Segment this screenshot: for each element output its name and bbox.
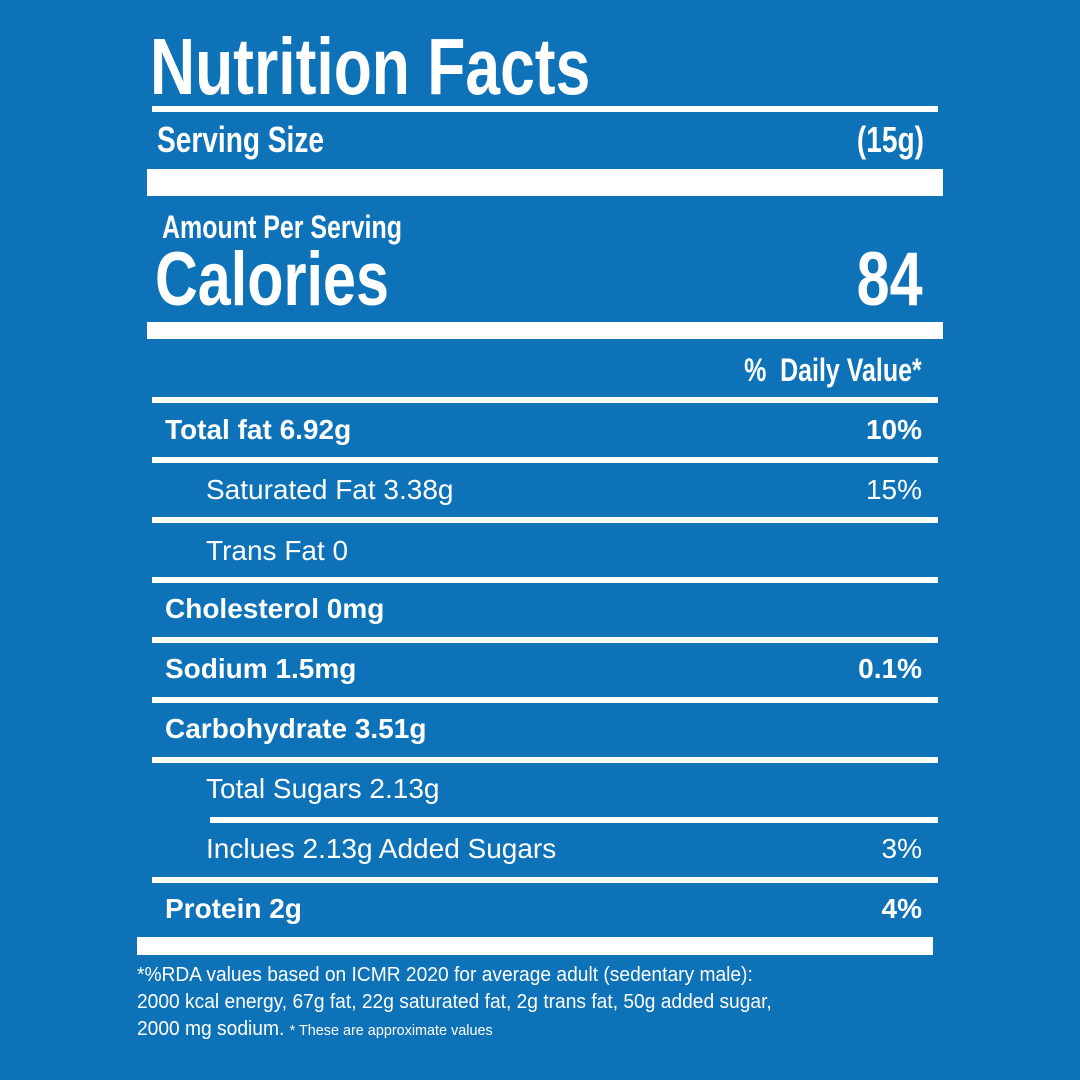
nutrient-row-saturated-fat: Saturated Fat 3.38g 15% bbox=[206, 474, 922, 505]
divider bbox=[152, 457, 938, 463]
footnote-line: 2000 mg sodium. bbox=[137, 1018, 285, 1040]
divider bbox=[152, 697, 938, 703]
thick-divider bbox=[147, 322, 943, 339]
label-title: Nutrition Facts bbox=[150, 22, 714, 112]
nutrient-row-added-sugars: Inclues 2.13g Added Sugars 3% bbox=[206, 833, 922, 864]
serving-size-value: (15g) bbox=[856, 119, 924, 160]
thick-divider bbox=[147, 169, 943, 196]
daily-value-header: % Daily Value* bbox=[744, 352, 922, 388]
divider bbox=[210, 817, 938, 823]
thick-divider bbox=[137, 937, 933, 955]
calories-value: 84 bbox=[857, 237, 923, 322]
nutrient-row-carbohydrate: Carbohydrate 3.51g bbox=[165, 713, 427, 744]
nutrient-row-cholesterol: Cholesterol 0mg bbox=[165, 593, 385, 624]
divider bbox=[152, 877, 938, 883]
divider bbox=[152, 757, 938, 763]
nutrient-row-protein: Protein 2g 4% bbox=[165, 893, 922, 924]
serving-size-label: Serving Size bbox=[157, 119, 324, 160]
nutrient-row-total-fat: Total fat 6.92g 10% bbox=[165, 414, 922, 445]
divider bbox=[152, 517, 938, 523]
divider bbox=[152, 577, 938, 583]
divider bbox=[152, 106, 938, 112]
title-text: Nutrition Facts bbox=[150, 22, 591, 111]
nutrient-row-total-sugars: Total Sugars 2.13g bbox=[206, 773, 440, 804]
nutrient-row-sodium: Sodium 1.5mg 0.1% bbox=[165, 653, 922, 684]
nutrient-row-trans-fat: Trans Fat 0 bbox=[206, 535, 349, 566]
divider bbox=[152, 397, 938, 403]
footnote-line: 2000 kcal energy, 67g fat, 22g saturated… bbox=[137, 991, 772, 1013]
approximate-note: * These are approximate values bbox=[289, 1022, 493, 1039]
footnote: *%RDA values based on ICMR 2020 for aver… bbox=[137, 962, 905, 1044]
footnote-line: *%RDA values based on ICMR 2020 for aver… bbox=[137, 964, 753, 986]
calories-label: Calories bbox=[155, 237, 389, 322]
divider bbox=[152, 637, 938, 643]
amount-per-serving: Amount Per Serving bbox=[162, 209, 402, 245]
